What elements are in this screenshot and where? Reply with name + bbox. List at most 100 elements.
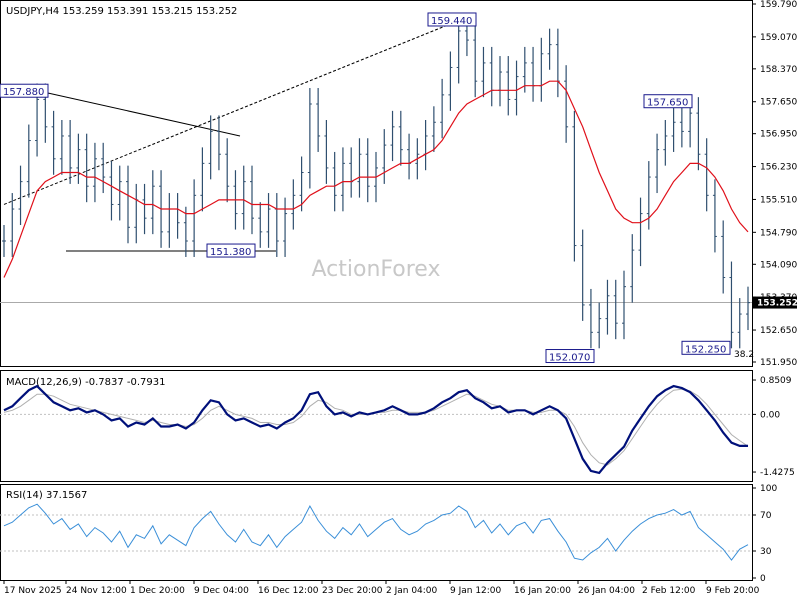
price-bar (357, 138, 362, 198)
price-bar (547, 28, 552, 70)
annotation-box (0, 83, 49, 98)
fib-label: 38.2 (734, 350, 754, 360)
price-bar (266, 193, 271, 248)
price-bar (76, 133, 81, 184)
price-bar (522, 46, 527, 93)
price-tick-label: 157.650 (760, 98, 797, 108)
rsi-line (3, 503, 749, 561)
annotation-label: 157.880 (3, 87, 44, 98)
annotation-label: 159.440 (431, 16, 472, 27)
price-bar (200, 147, 205, 212)
current-price-tag (753, 296, 797, 309)
price-bar (440, 78, 445, 139)
price-bar (101, 142, 106, 194)
price-bar (390, 110, 395, 162)
price-bar (192, 179, 197, 257)
annotation-label: 152.070 (549, 353, 590, 364)
annotation-label: 157.650 (647, 98, 688, 109)
price-bar (630, 234, 635, 303)
price-bar (84, 133, 89, 203)
annotation-label: 152.250 (685, 344, 726, 355)
price-bar (564, 65, 569, 143)
macd-series (0, 384, 752, 475)
rsi-series (0, 503, 752, 561)
rsi-tick-label: 0 (760, 574, 766, 584)
annotation-box (427, 12, 477, 27)
macd-pane[interactable] (0, 370, 753, 482)
price-tick-label: 156.950 (760, 130, 797, 140)
price-tick-label: 159.790 (760, 0, 797, 10)
price-bar (506, 56, 511, 116)
price-bar (59, 119, 64, 175)
price-bar (448, 51, 453, 111)
price-bar (332, 151, 337, 212)
price-bar (316, 88, 321, 152)
price-tick-label: 155.510 (760, 195, 797, 205)
x-tick-label: 16 Jan 20:00 (514, 586, 571, 596)
x-tick-label: 9 Jan 12:00 (450, 586, 502, 596)
price-bar (613, 279, 618, 340)
price-bar (431, 106, 436, 152)
x-tick-label: 2 Feb 12:00 (642, 586, 696, 596)
price-bar (365, 138, 370, 203)
price-tick-label: 152.650 (760, 326, 797, 336)
price-bar (712, 179, 717, 253)
x-tick-label: 1 Dec 20:00 (130, 586, 185, 596)
price-bar (481, 46, 486, 98)
macd-title: MACD(12,26,9) -0.7837 -0.7931 (6, 377, 166, 388)
price-bar (671, 106, 676, 152)
price-bar (241, 165, 246, 230)
price-bar (398, 110, 403, 166)
price-tick-label: 156.230 (760, 163, 797, 173)
annotation-box (681, 340, 731, 355)
price-bar (183, 206, 188, 257)
x-tick-label: 26 Jan 04:00 (578, 586, 635, 596)
price-bar (307, 88, 312, 189)
price-bar (250, 165, 254, 235)
price-bar (126, 165, 130, 244)
price-bar (51, 110, 56, 175)
price-bar (109, 161, 114, 221)
price-bar (291, 179, 296, 230)
price-bar (597, 302, 602, 349)
price-series: 159.440 157.880 157.650 151.380 152.070 152.2… (0, 12, 754, 364)
price-bar (382, 129, 387, 184)
price-bar (605, 279, 610, 335)
price-tick-label: 151.950 (760, 358, 797, 368)
macd-tick-label: 0.8509 (760, 376, 792, 386)
macd-line (3, 384, 748, 475)
rsi-tick-label: 100 (760, 484, 777, 494)
price-title: USDJPY,H4 153.259 153.391 153.215 153.25… (6, 6, 237, 17)
annotation-box (206, 243, 256, 258)
x-tick-label: 9 Feb 20:00 (706, 586, 760, 596)
price-bar (580, 229, 585, 321)
rsi-tick-label: 70 (760, 511, 772, 521)
rsi-title: RSI(14) 37.1567 (6, 490, 87, 501)
watermark: ActionForex (312, 257, 441, 282)
price-bar (2, 225, 6, 257)
resistance-trendline (39, 90, 241, 137)
price-bar (704, 138, 709, 212)
price-bar (216, 115, 221, 171)
price-bar (572, 110, 577, 262)
price-bar (10, 193, 15, 257)
price-bar (622, 270, 626, 340)
price-bar (18, 165, 23, 226)
annotation-box (643, 94, 693, 109)
x-tick-label: 9 Dec 04:00 (194, 586, 249, 596)
price-tick-label: 159.070 (760, 33, 797, 43)
price-bar (514, 60, 519, 116)
rsi-pane[interactable] (0, 484, 753, 581)
price-bar (729, 261, 734, 349)
price-tick-label: 158.370 (760, 65, 797, 75)
rsi-tick-label: 30 (760, 547, 772, 557)
price-bar (117, 165, 122, 221)
price-bar (68, 119, 73, 184)
moving-average-line (3, 80, 749, 278)
current-price-label: 153.252 (757, 299, 798, 309)
price-tick-label: 154.790 (760, 228, 797, 238)
price-bar (142, 183, 147, 235)
x-tick-label: 24 Nov 12:00 (66, 586, 127, 596)
price-bar (26, 124, 31, 198)
